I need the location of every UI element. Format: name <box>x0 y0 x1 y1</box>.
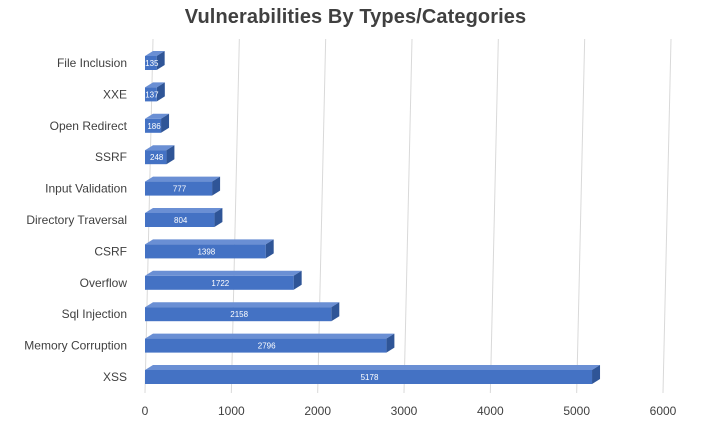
bar-0: 135 <box>145 51 165 70</box>
x-tick-label-2: 2000 <box>304 404 331 418</box>
category-label-3: SSRF <box>95 150 127 164</box>
bar-9: 2796 <box>145 333 395 353</box>
category-label-9: Memory Corruption <box>24 339 127 353</box>
data-label-4: 777 <box>173 185 187 194</box>
data-label-8: 2158 <box>230 310 248 319</box>
category-label-10: XSS <box>103 370 127 384</box>
data-label-0: 135 <box>145 59 159 68</box>
category-label-5: Directory Traversal <box>26 213 127 227</box>
bar-8: 2158 <box>145 302 340 322</box>
bar-5: 804 <box>145 208 223 227</box>
bars: 135 137 186 248 777 804 1398 1722 2158 2796 5178 <box>145 51 601 384</box>
bar-side-face <box>166 145 175 165</box>
bar-front-face <box>145 150 167 165</box>
bar-6: 1398 <box>145 239 274 259</box>
x-tick-label-1: 1000 <box>218 404 245 418</box>
bar-front-face <box>145 213 215 227</box>
bar-side-face <box>293 270 302 290</box>
data-label-10: 5178 <box>361 373 379 382</box>
data-label-7: 1722 <box>211 279 229 288</box>
x-tick-label-5: 5000 <box>563 404 590 418</box>
bar-side-face <box>265 239 274 259</box>
bar-front-face <box>145 56 157 70</box>
category-label-7: Overflow <box>80 276 128 290</box>
category-label-2: Open Redirect <box>50 119 128 133</box>
bar-side-face <box>161 113 170 133</box>
bar-4: 777 <box>145 176 221 196</box>
bar-top-face <box>145 270 302 276</box>
bar-front-face <box>145 244 266 259</box>
bar-side-face <box>214 208 223 227</box>
gridline-5000 <box>576 38 586 394</box>
bar-top-face <box>145 145 175 151</box>
bar-front-face <box>145 181 213 196</box>
bar-side-face <box>592 365 601 384</box>
bar-front-face <box>145 307 332 322</box>
bar-side-face <box>156 51 165 70</box>
category-label-6: CSRF <box>94 244 127 258</box>
bar-top-face <box>145 302 340 308</box>
bar-front-face <box>145 87 157 102</box>
bar-side-face <box>156 82 165 102</box>
chart-title: Vulnerabilities By Types/Categories <box>184 6 527 28</box>
category-labels: File Inclusion XXE Open Redirect SSRF Input … <box>24 56 127 384</box>
bar-top-face <box>145 333 395 339</box>
bar-top-face <box>145 176 221 182</box>
bar-side-face <box>212 176 221 196</box>
data-label-9: 2796 <box>258 342 276 351</box>
data-label-5: 804 <box>174 216 188 225</box>
bar-3: 248 <box>145 145 175 165</box>
x-tick-label-6: 6000 <box>650 404 677 418</box>
gridline-4000 <box>489 38 499 394</box>
bar-top-face <box>145 82 165 88</box>
bar-side-face <box>331 302 340 322</box>
category-label-1: XXE <box>103 87 127 101</box>
data-label-1: 137 <box>145 90 159 99</box>
bar-top-face <box>145 113 170 119</box>
data-label-6: 1398 <box>197 247 215 256</box>
bar-front-face <box>145 275 294 290</box>
x-tick-label-0: 0 <box>142 404 149 418</box>
x-tick-label-4: 4000 <box>477 404 504 418</box>
x-axis-ticks: 0 1000 2000 3000 4000 5000 6000 <box>142 404 677 418</box>
bar-side-face <box>386 333 395 353</box>
bar-front-face <box>145 338 387 353</box>
bar-front-face <box>145 118 162 133</box>
bar-top-face <box>145 208 223 213</box>
bar-10: 5178 <box>145 365 601 384</box>
category-label-0: File Inclusion <box>57 56 127 70</box>
bar-top-face <box>145 365 601 370</box>
bar-2: 186 <box>145 113 170 133</box>
data-label-2: 186 <box>147 122 161 131</box>
gridline-3000 <box>403 38 413 394</box>
gridline-6000 <box>662 38 672 394</box>
bar-front-face <box>145 370 593 384</box>
category-label-8: Sql Injection <box>62 307 127 321</box>
bar-1: 137 <box>145 82 165 102</box>
data-label-3: 248 <box>150 153 164 162</box>
category-label-4: Input Validation <box>45 182 127 196</box>
bar-top-face <box>145 239 274 245</box>
bar-top-face <box>145 51 165 56</box>
x-tick-label-3: 3000 <box>391 404 418 418</box>
bar-7: 1722 <box>145 270 302 290</box>
